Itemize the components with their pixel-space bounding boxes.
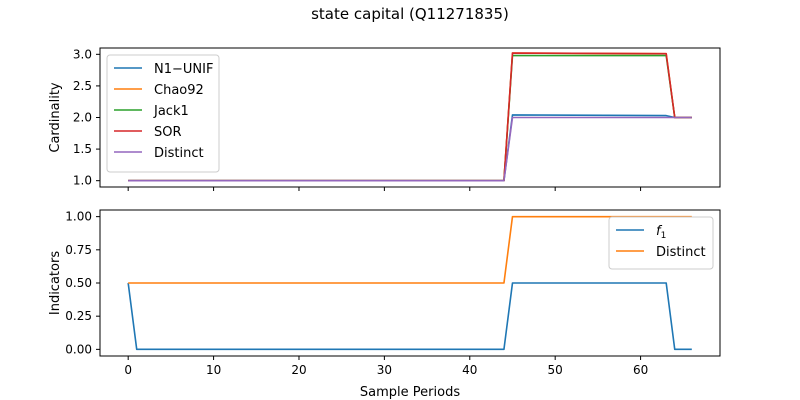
y-tick-label: 1.0: [73, 174, 92, 188]
x-axis-label: Sample Periods: [360, 385, 460, 400]
legend-label: SOR: [154, 125, 182, 140]
legend-label: Distinct: [656, 245, 706, 260]
legend-label-base: f: [656, 224, 663, 239]
figure-title: state capital (Q11271835): [311, 5, 509, 23]
x-tick-label: 60: [633, 363, 648, 377]
legend-label: Chao92: [154, 83, 204, 98]
legend-box: [106, 54, 220, 173]
series-line-top-4: [128, 116, 692, 182]
top-panel: 1.0 1.5 2.0 2.5 3.0 Cardinality N1−UNIF Chao92 J…: [48, 47, 721, 191]
legend-label: Jack1: [153, 104, 189, 119]
legend-top: N1−UNIF Chao92 Jack1 SOR Distinct: [106, 54, 220, 173]
x-tick-label: 20: [291, 363, 306, 377]
legend-label: Distinct: [154, 146, 204, 161]
legend-box: [608, 216, 714, 270]
y-tick-label: 3.0: [73, 47, 92, 61]
x-tick-label: 0: [124, 363, 132, 377]
y-tick-label: 2.5: [73, 79, 92, 93]
y-tick-label: 1.00: [65, 210, 92, 224]
x-tick-label: 40: [462, 363, 477, 377]
y-tick-label: 0.50: [65, 276, 92, 290]
x-tick-label: 10: [206, 363, 221, 377]
y-tick-label: 1.5: [73, 142, 92, 156]
x-tick-label: 50: [548, 363, 563, 377]
series-line-bottom-0: [127, 282, 692, 351]
legend-label-subscript: 1: [661, 231, 667, 241]
series-line-bottom-1: [128, 215, 692, 284]
legend-label: N1−UNIF: [154, 62, 213, 77]
y-tick-label: 0.25: [65, 309, 92, 323]
y-tick-label: 0.00: [65, 342, 92, 356]
legend-label: f1: [656, 224, 666, 241]
y-axis-label-bottom: Indicators: [48, 251, 63, 315]
x-tick-label: 30: [377, 363, 392, 377]
y-axis-label-top: Cardinality: [48, 82, 63, 153]
y-tick-label: 2.0: [73, 111, 92, 125]
legend-bottom: f1 Distinct: [608, 216, 714, 270]
y-tick-label: 0.75: [65, 243, 92, 257]
bottom-panel: 0 10 20 30 40 50 60 0.00 0.25 0.50 0.75 1.00 Indicat…: [48, 209, 721, 377]
